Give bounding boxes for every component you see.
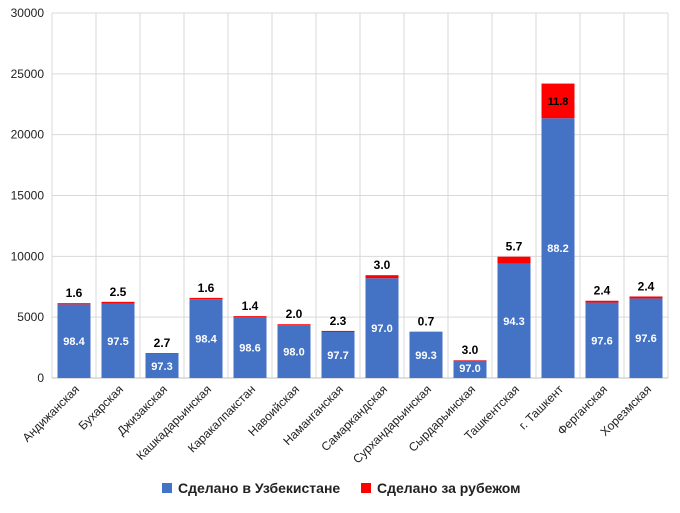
bar-foreign <box>57 303 91 305</box>
bar-domestic <box>189 299 223 378</box>
bar-foreign <box>277 324 311 326</box>
y-tick-label: 0 <box>37 371 44 385</box>
label-domestic: 97.0 <box>371 323 392 335</box>
bar-domestic <box>277 325 311 378</box>
legend-label-domestic: Сделано в Узбекистане <box>178 480 340 496</box>
label-domestic: 98.6 <box>239 342 260 354</box>
label-foreign: 0.7 <box>418 315 435 329</box>
bar-foreign <box>321 330 355 333</box>
label-foreign: 3.0 <box>374 258 391 272</box>
label-foreign: 11.8 <box>548 96 569 108</box>
gridlines <box>51 12 669 379</box>
legend-label-foreign: Сделано за рубежом <box>377 480 521 496</box>
bar-domestic <box>585 302 619 378</box>
y-tick-label: 20000 <box>11 128 45 142</box>
bars <box>57 83 663 378</box>
bar-domestic <box>101 303 135 378</box>
bar-domestic <box>233 316 267 378</box>
label-foreign: 2.4 <box>594 284 611 298</box>
data-labels: 98.4 1.6 97.5 2.5 97.3 2.7 98.4 1.6 98.6 1.4 98.0 2… <box>63 96 656 375</box>
label-domestic: 94.3 <box>503 316 524 328</box>
bar-foreign <box>145 352 179 354</box>
label-foreign: 2.7 <box>154 336 171 350</box>
bar-domestic <box>321 332 355 378</box>
label-foreign: 2.0 <box>286 307 303 321</box>
legend: Сделано в Узбекистане Сделано за рубежом <box>162 480 521 496</box>
label-domestic: 97.7 <box>327 350 348 362</box>
label-domestic: 99.3 <box>415 350 436 362</box>
label-domestic: 97.3 <box>151 361 172 373</box>
bar-foreign <box>233 316 267 317</box>
label-domestic: 88.2 <box>547 243 568 255</box>
label-foreign: 2.4 <box>638 279 655 293</box>
bar-domestic <box>365 278 399 378</box>
legend-swatch-foreign <box>361 483 371 493</box>
bar-foreign <box>585 300 619 303</box>
y-tick-label: 10000 <box>11 249 45 263</box>
bar-domestic <box>541 118 575 378</box>
bar-foreign <box>101 301 135 304</box>
label-foreign: 2.3 <box>330 314 347 328</box>
x-tick-label: Андижанская <box>20 382 82 444</box>
bar-domestic <box>145 353 179 378</box>
x-tick-label: Сурхандарьинская <box>350 382 434 466</box>
y-tick-label: 25000 <box>11 67 45 81</box>
label-foreign: 1.4 <box>242 299 259 313</box>
label-domestic: 98.0 <box>283 347 304 359</box>
bar-foreign <box>497 256 531 264</box>
y-tick-label: 5000 <box>17 310 44 324</box>
label-domestic: 98.4 <box>195 334 217 346</box>
y-tick-label: 15000 <box>11 189 45 203</box>
legend-swatch-domestic <box>162 483 172 493</box>
bar-domestic <box>409 332 443 378</box>
x-tick-label: Кашкадарьинская <box>133 382 214 463</box>
label-foreign: 2.5 <box>110 285 127 299</box>
bar-foreign <box>365 275 399 279</box>
label-domestic: 97.0 <box>459 363 480 375</box>
bar-domestic <box>497 263 531 378</box>
label-domestic: 97.6 <box>635 333 656 345</box>
label-foreign: 3.0 <box>462 343 479 357</box>
y-tick-label: 30000 <box>11 6 45 20</box>
label-foreign: 1.6 <box>198 281 215 295</box>
bar-foreign <box>189 297 223 300</box>
label-foreign: 5.7 <box>506 240 523 254</box>
x-axis: АндижанскаяБухарскаяДжизакскаяКашкадарьи… <box>20 382 654 466</box>
label-domestic: 97.6 <box>591 335 612 347</box>
bar-foreign <box>453 360 487 361</box>
bar-domestic <box>57 304 91 378</box>
label-domestic: 98.4 <box>63 336 85 348</box>
bar-domestic <box>629 298 663 378</box>
bar-foreign <box>629 296 663 299</box>
label-foreign: 1.6 <box>66 286 83 300</box>
bar-foreign <box>541 83 575 119</box>
label-domestic: 97.5 <box>107 336 128 348</box>
bar-domestic <box>453 360 487 378</box>
